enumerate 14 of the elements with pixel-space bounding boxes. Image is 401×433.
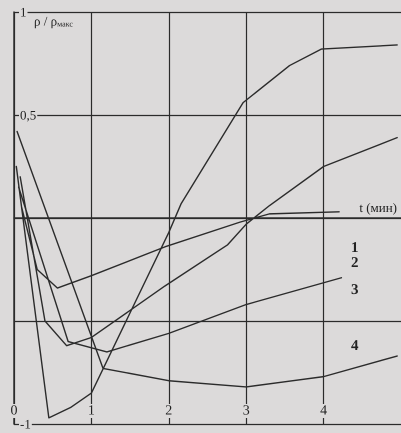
- x-tick-label: 1: [88, 404, 95, 418]
- y-tick-label: -1: [20, 416, 31, 432]
- y-axis-title: ρ / ρмакс: [34, 14, 74, 28]
- annotation: 3: [351, 282, 358, 298]
- annotation: 1: [351, 240, 358, 256]
- annotation: 2: [351, 255, 358, 271]
- annotation: 4: [351, 338, 359, 354]
- x-tick-label: 0: [10, 404, 18, 418]
- x-tick-label: 3: [242, 404, 250, 418]
- x-tick-label: 4: [320, 404, 328, 418]
- y-tick-label: 1: [20, 4, 26, 20]
- x-tick-label: 2: [165, 404, 172, 418]
- y-tick-label: 0,5: [20, 108, 36, 122]
- x-axis-title: t (мин): [359, 200, 397, 215]
